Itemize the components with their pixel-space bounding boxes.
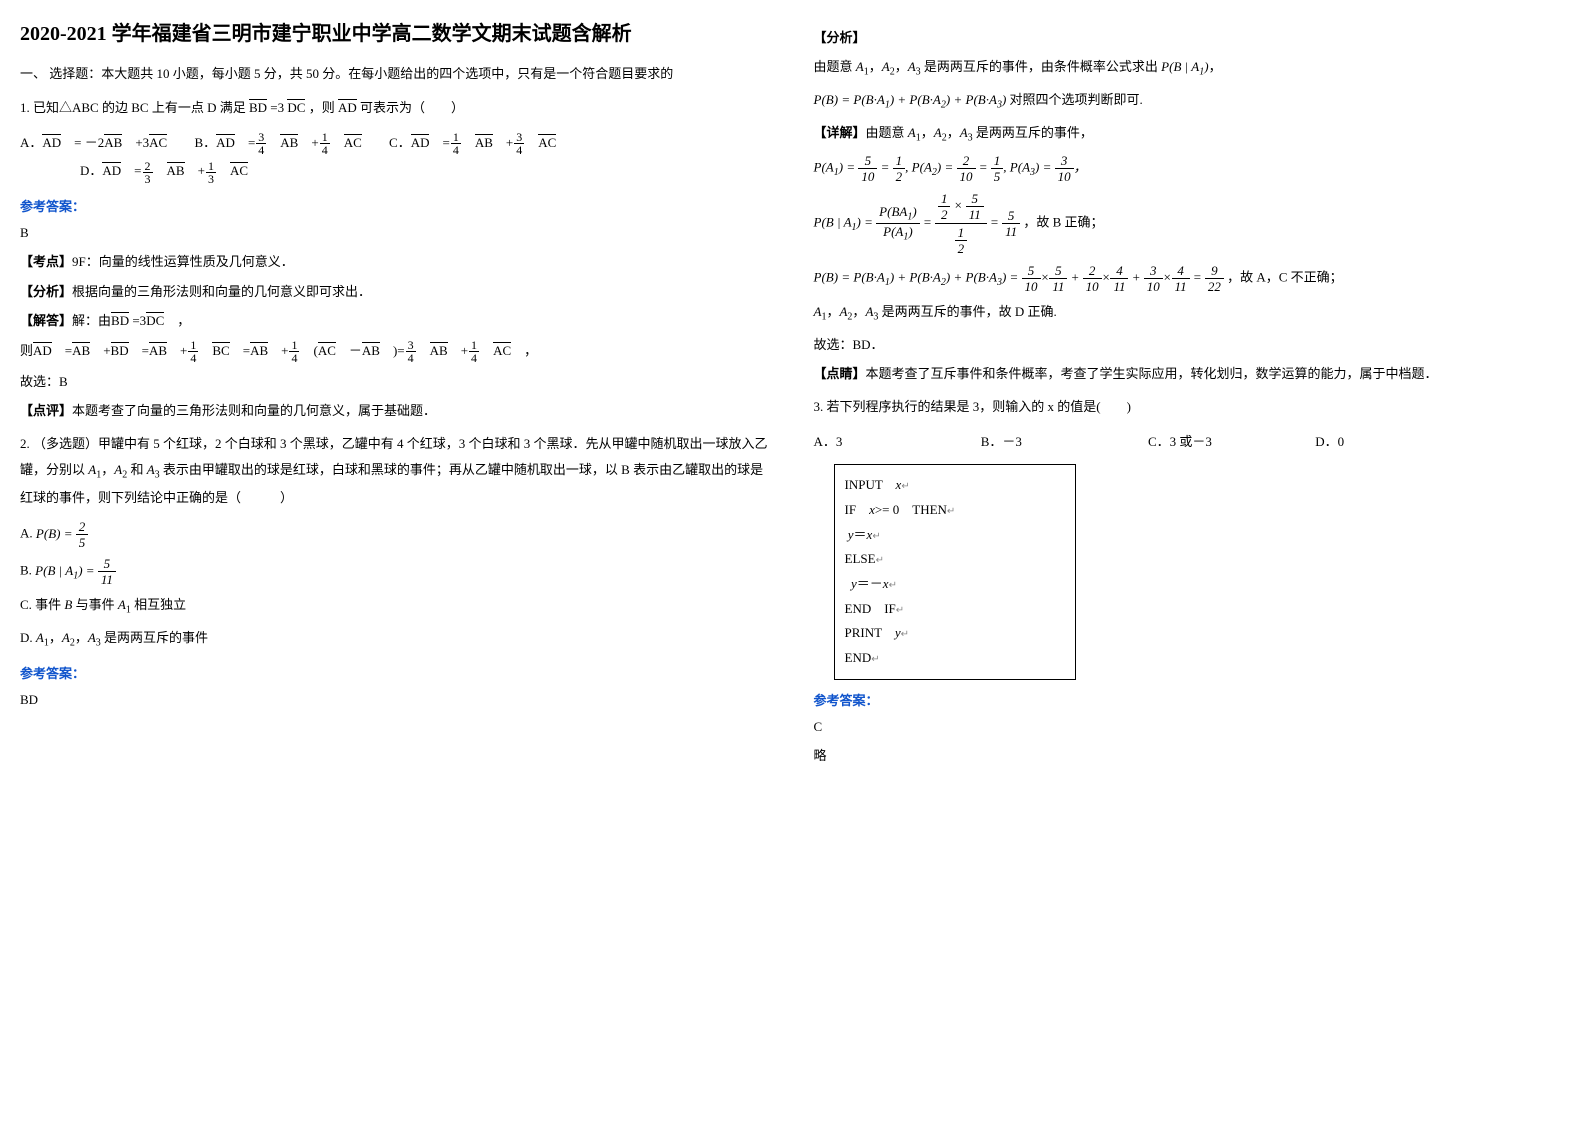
- q1-dianping: 【点评】本题考查了向量的三角形法则和向量的几何意义，属于基础题．: [20, 399, 774, 422]
- question-3: 3. 若下列程序执行的结果是 3，则输入的 x 的值是( ): [814, 394, 1568, 420]
- q3-opt-c: C．3 或－3: [1148, 428, 1288, 457]
- q3-opt-a: A．3: [814, 428, 954, 457]
- q1-opt-a: A．AD = －2AB +3AC: [20, 129, 167, 158]
- q1-stem-a: 1. 已知△ABC 的边 BC 上有一点 D 满足: [20, 100, 246, 115]
- q2-opt-a: A. P(B) = 25: [20, 519, 774, 550]
- q1-opt-d: D．AD =23 AB +13 AC: [80, 157, 248, 186]
- q3-opt-b: B．－3: [981, 428, 1121, 457]
- q3-opt-d: D．0: [1315, 428, 1344, 457]
- doc-title: 2020-2021 学年福建省三明市建宁职业中学高二数学文期末试题含解析: [20, 20, 774, 48]
- q3-extra: 略: [814, 744, 1568, 767]
- q2-answer-label: 参考答案：: [20, 663, 774, 682]
- q2-pba1: P(B | A1) = P(BA1)P(A1) = 12 × 51112 = 5…: [814, 190, 1568, 257]
- question-2: 2. （多选题）甲罐中有 5 个红球，2 个白球和 3 个黑球，乙罐中有 4 个…: [20, 431, 774, 512]
- q1-stem-b: =3: [270, 100, 284, 115]
- q2-answer: BD: [20, 688, 774, 711]
- code-l8: END↵: [845, 646, 1065, 671]
- q1-options: A．AD = －2AB +3AC B．AD =34 AB +14 AC C．AD…: [20, 129, 774, 186]
- q3-options: A．3 B．－3 C．3 或－3 D．0: [814, 428, 1568, 457]
- vec-DC: DC: [287, 99, 305, 114]
- section1-heading: 一、 选择题：本大题共 10 小题，每小题 5 分，共 50 分。在每小题给出的…: [20, 64, 774, 85]
- q1-answer: B: [20, 221, 774, 244]
- vec-AD: AD: [338, 99, 357, 114]
- q1-fenxi: 【分析】根据向量的三角形法则和向量的几何意义即可求出．: [20, 280, 774, 303]
- code-l7: PRINT y↵: [845, 621, 1065, 646]
- q1-stem-d: 可表示为（ ）: [360, 100, 464, 115]
- q2-xiangjie: 【详解】由题意 A1，A2，A3 是两两互斥的事件，: [814, 121, 1568, 148]
- code-l4: ELSE↵: [845, 547, 1065, 572]
- q3-answer: C: [814, 715, 1568, 738]
- q2-opt-b: B. P(B | A1) = 511: [20, 556, 774, 587]
- code-box: INPUT x↵ IF x>= 0 THEN↵ y＝x↵ ELSE↵ y＝－x↵…: [834, 464, 1076, 680]
- q2-pa: P(A1) = 510 = 12, P(A2) = 210 = 15, P(A3…: [814, 153, 1568, 184]
- q1-opt-c: C．AD =14 AB +34 AC: [389, 129, 556, 158]
- q1-stem-c: ，则: [309, 100, 335, 115]
- code-l1: INPUT x↵: [845, 473, 1065, 498]
- question-1: 1. 已知△ABC 的边 BC 上有一点 D 满足 BD =3 DC ，则 AD…: [20, 95, 774, 121]
- q2-opt-d: D. A1，A2，A3 是两两互斥的事件: [20, 626, 774, 653]
- q1-answer-label: 参考答案：: [20, 196, 774, 215]
- q1-opt-b: B．AD =34 AB +14 AC: [194, 129, 361, 158]
- q1-derive: 则AD =AB +BD =AB +14 BC =AB +14 (AC －AB )…: [20, 339, 774, 365]
- q2-fenxi-2: P(B) = P(B·A1) + P(B·A2) + P(B·A3) 对照四个选…: [814, 88, 1568, 115]
- code-l6: END IF↵: [845, 597, 1065, 622]
- q2-d-correct: A1，A2，A3 是两两互斥的事件，故 D 正确.: [814, 300, 1568, 327]
- q2-guxuan: 故选：BD．: [814, 333, 1568, 356]
- q2-fenxi-1: 由题意 A1，A2，A3 是两两互斥的事件，由条件概率公式求出 P(B | A1…: [814, 55, 1568, 82]
- code-l5: y＝－x↵: [845, 572, 1065, 597]
- code-l2: IF x>= 0 THEN↵: [845, 498, 1065, 523]
- code-l3: y＝x↵: [845, 523, 1065, 548]
- q2-dianqing: 【点睛】本题考查了互斥事件和条件概率，考查了学生实际应用，转化划归，数学运算的能…: [814, 362, 1568, 385]
- q1-kaodian: 【考点】9F：向量的线性运算性质及几何意义．: [20, 250, 774, 273]
- q1-jieda: 【解答】解：由BD =3DC ，: [20, 309, 774, 332]
- vec-BD: BD: [249, 99, 267, 114]
- q2-fenxi-label: 【分析】: [814, 26, 1568, 49]
- q2-opt-c: C. 事件 B 与事件 A1 相互独立: [20, 593, 774, 620]
- q2-pb: P(B) = P(B·A1) + P(B·A2) + P(B·A3) = 510…: [814, 263, 1568, 294]
- q3-answer-label: 参考答案：: [814, 690, 1568, 709]
- q1-conclude: 故选：B: [20, 370, 774, 393]
